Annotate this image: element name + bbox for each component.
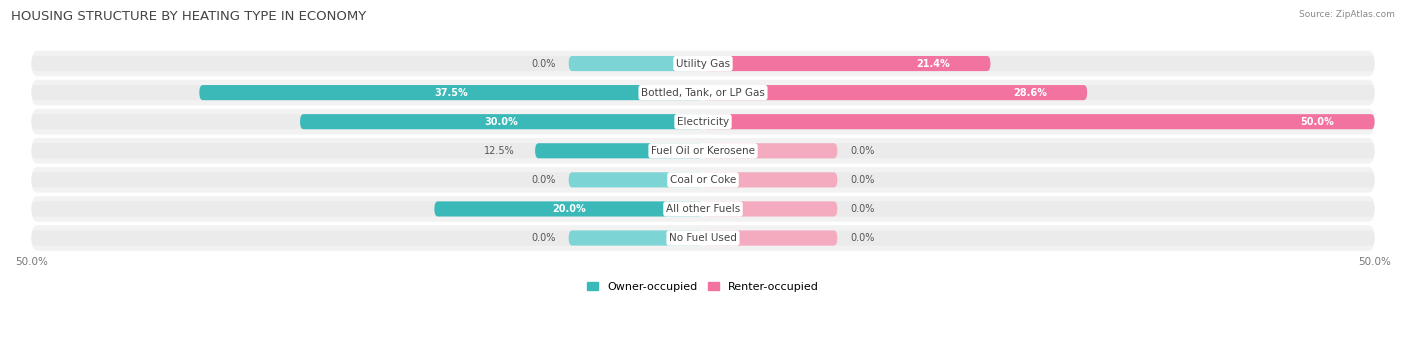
FancyBboxPatch shape — [31, 172, 1375, 187]
FancyBboxPatch shape — [31, 143, 1375, 158]
FancyBboxPatch shape — [31, 231, 1375, 245]
Text: Coal or Coke: Coal or Coke — [669, 175, 737, 185]
FancyBboxPatch shape — [31, 80, 1375, 105]
Text: No Fuel Used: No Fuel Used — [669, 233, 737, 243]
Text: Fuel Oil or Kerosene: Fuel Oil or Kerosene — [651, 146, 755, 156]
Text: 0.0%: 0.0% — [851, 175, 875, 185]
FancyBboxPatch shape — [703, 56, 990, 71]
FancyBboxPatch shape — [31, 51, 1375, 76]
FancyBboxPatch shape — [31, 85, 1375, 100]
Text: Bottled, Tank, or LP Gas: Bottled, Tank, or LP Gas — [641, 88, 765, 98]
FancyBboxPatch shape — [703, 172, 838, 187]
FancyBboxPatch shape — [703, 114, 1375, 129]
FancyBboxPatch shape — [703, 201, 838, 217]
FancyBboxPatch shape — [31, 109, 1375, 135]
Text: 20.0%: 20.0% — [551, 204, 585, 214]
Text: 0.0%: 0.0% — [531, 58, 555, 69]
FancyBboxPatch shape — [31, 114, 1375, 129]
Text: 21.4%: 21.4% — [917, 58, 950, 69]
Text: 0.0%: 0.0% — [531, 233, 555, 243]
FancyBboxPatch shape — [434, 201, 703, 217]
Text: 28.6%: 28.6% — [1012, 88, 1047, 98]
Legend: Owner-occupied, Renter-occupied: Owner-occupied, Renter-occupied — [586, 282, 820, 292]
FancyBboxPatch shape — [31, 201, 1375, 217]
FancyBboxPatch shape — [31, 167, 1375, 193]
FancyBboxPatch shape — [568, 56, 703, 71]
FancyBboxPatch shape — [703, 143, 838, 158]
Text: 0.0%: 0.0% — [851, 204, 875, 214]
Text: Source: ZipAtlas.com: Source: ZipAtlas.com — [1299, 10, 1395, 19]
Text: Electricity: Electricity — [676, 117, 730, 127]
FancyBboxPatch shape — [536, 143, 703, 158]
Text: 0.0%: 0.0% — [851, 146, 875, 156]
FancyBboxPatch shape — [31, 56, 1375, 71]
FancyBboxPatch shape — [703, 231, 838, 245]
Text: 30.0%: 30.0% — [485, 117, 519, 127]
Text: 37.5%: 37.5% — [434, 88, 468, 98]
FancyBboxPatch shape — [703, 85, 1087, 100]
Text: 0.0%: 0.0% — [851, 233, 875, 243]
Text: 50.0%: 50.0% — [1301, 117, 1334, 127]
FancyBboxPatch shape — [299, 114, 703, 129]
FancyBboxPatch shape — [568, 172, 703, 187]
FancyBboxPatch shape — [31, 196, 1375, 222]
FancyBboxPatch shape — [31, 138, 1375, 164]
FancyBboxPatch shape — [200, 85, 703, 100]
Text: HOUSING STRUCTURE BY HEATING TYPE IN ECONOMY: HOUSING STRUCTURE BY HEATING TYPE IN ECO… — [11, 10, 367, 23]
Text: Utility Gas: Utility Gas — [676, 58, 730, 69]
Text: All other Fuels: All other Fuels — [666, 204, 740, 214]
FancyBboxPatch shape — [568, 231, 703, 245]
Text: 0.0%: 0.0% — [531, 175, 555, 185]
FancyBboxPatch shape — [31, 225, 1375, 251]
Text: 12.5%: 12.5% — [484, 146, 515, 156]
